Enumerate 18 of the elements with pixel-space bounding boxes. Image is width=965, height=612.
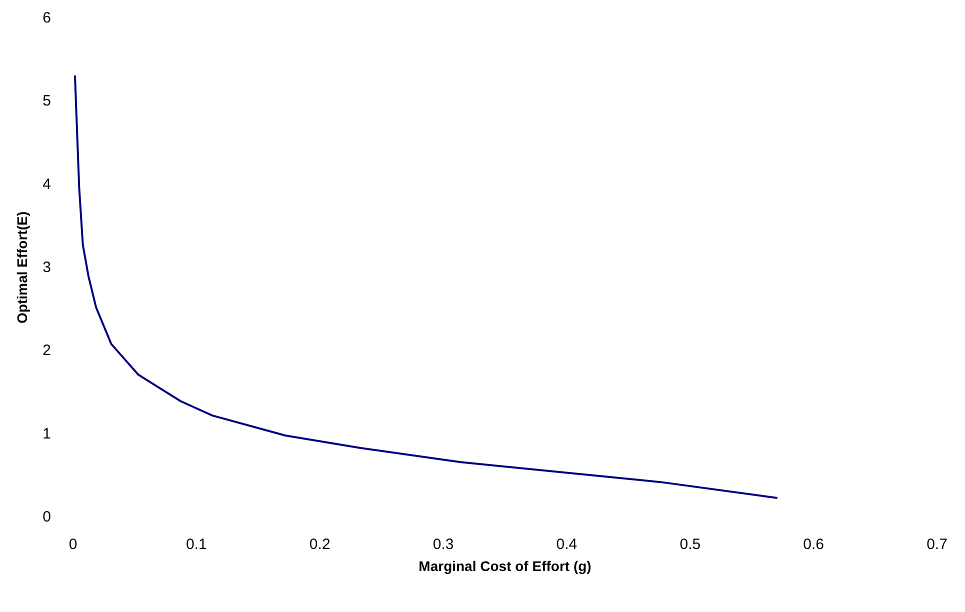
x-tick-label: 0.4 xyxy=(556,536,578,553)
x-tick-label: 0.1 xyxy=(186,536,207,553)
x-tick-label: 0.5 xyxy=(680,536,701,553)
y-axis-title: Optimal Effort(E) xyxy=(14,212,30,324)
x-tick-label: 0.6 xyxy=(803,536,824,553)
y-tick-label: 2 xyxy=(42,342,51,360)
y-tick-label: 3 xyxy=(42,259,51,276)
x-axis-title: Marginal Cost of Effort (g) xyxy=(418,558,592,574)
line-series xyxy=(74,75,778,499)
y-tick-label: 0 xyxy=(42,508,51,526)
y-tick-label: 5 xyxy=(42,92,51,110)
x-tick-label: 0.2 xyxy=(309,536,330,553)
y-tick-label: 6 xyxy=(42,10,51,26)
y-tick-label: 4 xyxy=(42,176,51,193)
x-tick-label: 0 xyxy=(68,536,78,553)
x-tick-label: 0.3 xyxy=(432,536,454,553)
y-tick-label: 1 xyxy=(42,425,51,442)
x-tick-label: 0.7 xyxy=(926,536,948,553)
